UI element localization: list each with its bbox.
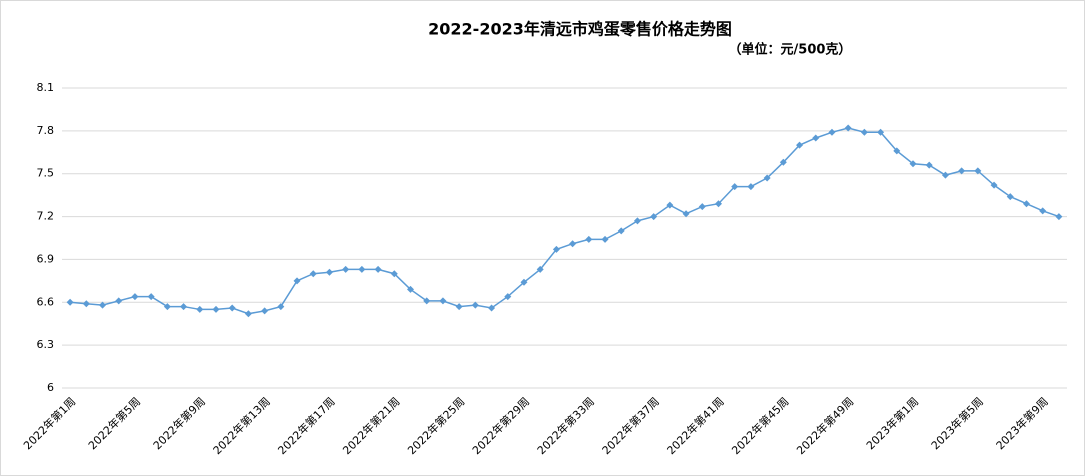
data-point [682,210,690,218]
data-point [163,303,171,311]
data-point [893,147,901,155]
data-point [99,301,107,309]
data-point [1055,213,1063,221]
data-point [877,128,885,136]
data-point [277,303,285,311]
data-point [131,293,139,301]
data-point [747,183,755,191]
data-point [325,268,333,276]
y-tick-label: 6.9 [37,252,55,265]
data-point [423,297,431,305]
data-point [212,305,220,313]
data-point [1006,193,1014,201]
y-tick-label: 6.6 [37,295,55,308]
data-point [585,235,593,243]
data-point [714,200,722,208]
data-point [115,297,123,305]
data-point [504,293,512,301]
data-point [180,303,188,311]
chart-subtitle: （单位：元/500克） [729,42,852,58]
y-tick-label: 7.5 [37,167,55,180]
data-point [763,174,771,182]
data-point [293,277,301,285]
y-tick-label: 8.1 [37,81,55,94]
data-point [633,217,641,225]
data-point [569,240,577,248]
data-point [925,161,933,169]
data-point [261,307,269,315]
data-point [228,304,236,312]
y-tick-label: 6 [47,381,54,394]
data-point [374,265,382,273]
data-point [196,305,204,313]
data-point [407,285,415,293]
data-point [439,297,447,305]
data-point [812,134,820,142]
data-point [860,128,868,136]
data-point [147,293,155,301]
data-point [309,270,317,278]
data-point [1039,207,1047,215]
data-point [958,167,966,175]
data-point [650,213,658,221]
data-point [974,167,982,175]
chart-title: 2022-2023年清远市鸡蛋零售价格走势图 [428,20,732,39]
data-point [520,278,528,286]
data-point [941,171,949,179]
data-point [342,265,350,273]
y-tick-label: 6.3 [37,338,55,351]
data-point [698,203,706,211]
data-point [488,304,496,312]
data-point [990,181,998,189]
data-point [82,300,90,308]
data-point [390,270,398,278]
data-point [471,301,479,309]
data-point [455,303,463,311]
data-line [70,127,1060,315]
data-point [1022,200,1030,208]
data-point [66,298,74,306]
data-point [601,235,609,243]
data-point [617,227,625,235]
data-point [796,141,804,149]
data-point [731,183,739,191]
data-point [244,310,252,318]
data-point [536,265,544,273]
data-point [358,265,366,273]
y-tick-label: 7.8 [37,124,55,137]
data-point [909,160,917,168]
data-point [666,201,674,209]
data-point [844,124,852,132]
data-point [552,245,560,253]
data-point [828,128,836,136]
y-tick-label: 7.2 [37,210,55,223]
data-point [779,158,787,166]
